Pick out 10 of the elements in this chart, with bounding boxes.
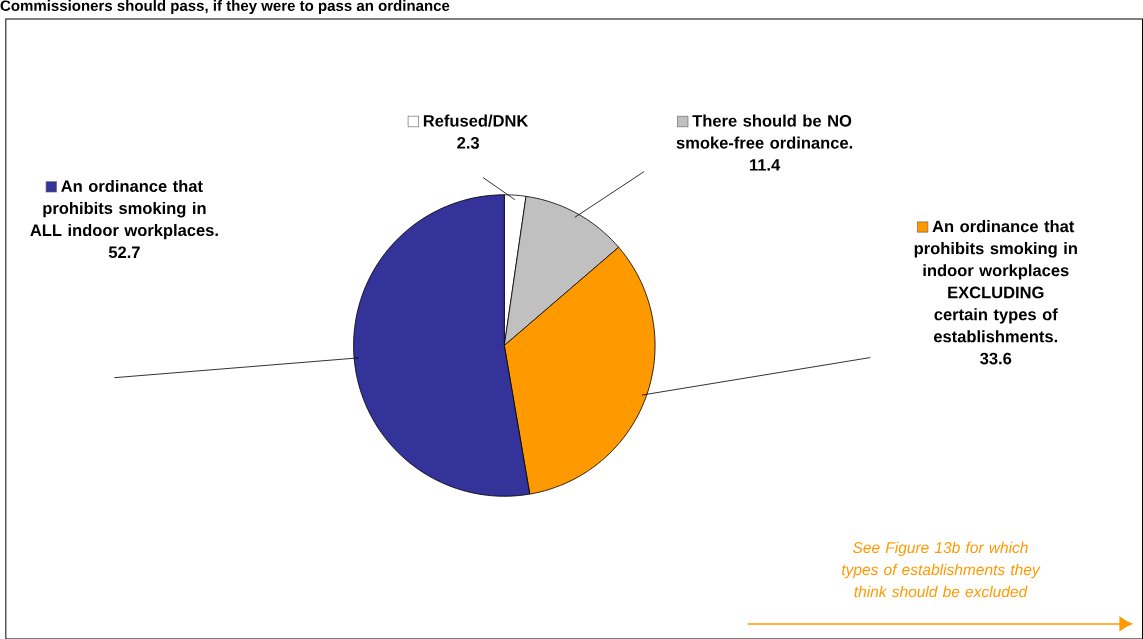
legend-label: An ordinance that prohibits smoking in ALL indoor workplaces.: [30, 179, 218, 240]
text: See Figure 13b for which types of establishments they think should be excluded: [842, 541, 1041, 597]
data-label: 11.4: [750, 158, 781, 171]
legend-label: Refused/DNK: [423, 114, 529, 127]
data-label: 33.6: [980, 352, 1012, 365]
legend-label: An ordinance that prohibits smoking in indoor workplaces EXCLUDING certain types of establishments.: [914, 219, 1077, 343]
chart-title: Commissioners should pass, if they were to pass an ordinance: [0, 0, 450, 14]
data-label: 52.7: [108, 246, 140, 258]
data-label: 2.3: [457, 136, 480, 149]
legend-label: There should be NO smoke-free ordinance.: [676, 114, 853, 149]
